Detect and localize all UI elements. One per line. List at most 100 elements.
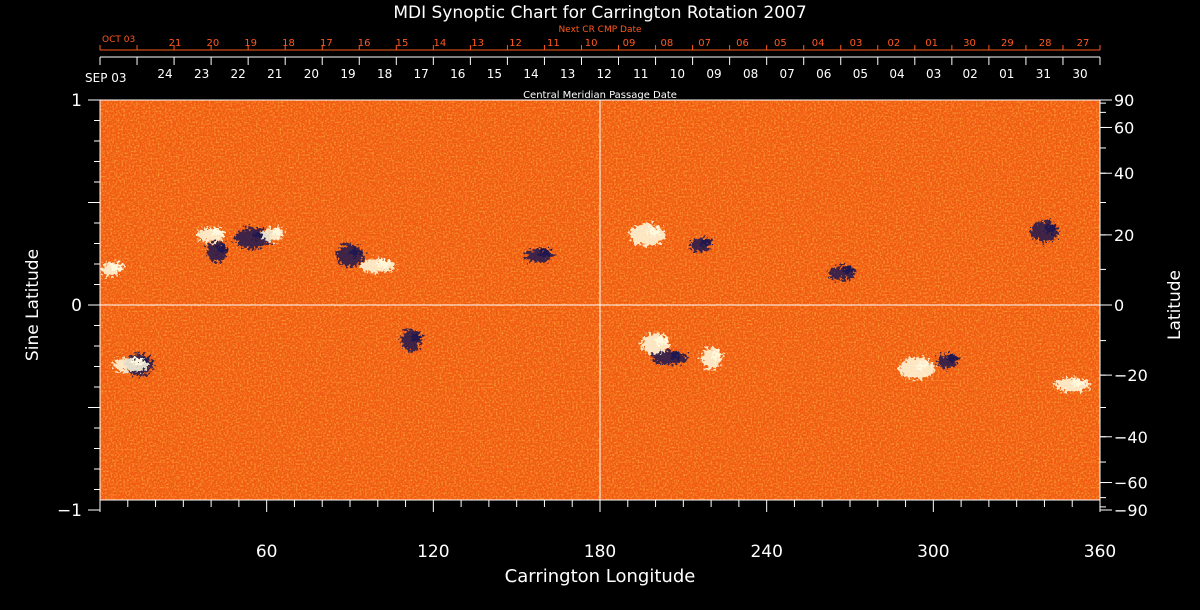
next-cr-date: 01 <box>925 38 938 49</box>
top-axis-date: 22 <box>231 67 246 81</box>
next-cr-date: 17 <box>320 38 333 49</box>
next-cr-date: 29 <box>1001 38 1014 49</box>
y-tick-label-right: −40 <box>1114 428 1148 447</box>
top-axis-date: 08 <box>743 67 758 81</box>
active-region-negative <box>206 240 229 263</box>
next-cr-date: 08 <box>660 38 673 49</box>
top-axis-date: 11 <box>633 67 648 81</box>
active-region-negative <box>1030 220 1059 243</box>
plot-area <box>99 99 1101 501</box>
x-tick-label: 240 <box>750 542 782 562</box>
next-cr-date: 21 <box>169 38 182 49</box>
next-cr-date: 20 <box>206 38 219 49</box>
next-cr-label: Next CR CMP Date <box>558 25 642 35</box>
active-region-negative <box>651 351 688 366</box>
y-tick-label-left: 1 <box>71 91 82 111</box>
next-cr-date: 09 <box>623 38 636 49</box>
axes: 60 120 180 240 300 36010−1906040200−20−40−60−… <box>57 45 1148 562</box>
next-cr-date: 16 <box>358 38 371 49</box>
top-axis-date: 24 <box>157 67 172 81</box>
y-tick-label-right: 90 <box>1114 91 1134 110</box>
active-region-positive <box>629 223 666 246</box>
next-cr-date: 14 <box>433 38 446 49</box>
active-region-positive <box>112 357 149 372</box>
top-axis-date: 20 <box>304 67 319 81</box>
next-cr-date: 10 <box>585 38 598 49</box>
next-cr-date: 13 <box>471 38 484 49</box>
top-axis-date: 14 <box>523 67 538 81</box>
y-tick-label-right: 20 <box>1114 226 1134 245</box>
active-region-negative <box>234 227 271 250</box>
active-region-negative <box>827 265 856 280</box>
active-region-positive <box>262 227 285 242</box>
top-axis-date: 13 <box>560 67 575 81</box>
active-regions <box>101 220 1091 393</box>
y-tick-label-right: 60 <box>1114 118 1134 137</box>
x-tick-label: 60 <box>256 542 278 562</box>
top-axis-date: 16 <box>450 67 465 81</box>
x-tick-label: 120 <box>417 542 449 562</box>
x-tick-label: 300 <box>917 542 949 562</box>
y-axis-label-left: Sine Latitude <box>23 249 43 361</box>
active-region-positive <box>898 357 935 380</box>
next-cr-date: 30 <box>963 38 976 49</box>
next-cr-date: 19 <box>244 38 257 49</box>
next-cr-date: 03 <box>850 38 863 49</box>
x-tick-label: 180 <box>584 542 616 562</box>
top-axis-dates: 24 23 22 21 20 19 18 17 16 15 14 13 12 11 10 09 08 07 06 05… <box>157 67 1087 81</box>
y-tick-label-right: −60 <box>1114 474 1148 493</box>
next-cr-date: 11 <box>547 38 560 49</box>
next-cr-date: 18 <box>282 38 295 49</box>
top-axis-date: 18 <box>377 67 392 81</box>
active-region-positive <box>701 347 724 370</box>
next-cr-date: 04 <box>812 38 825 49</box>
active-region-negative <box>937 354 960 369</box>
top-axis-date: 01 <box>999 67 1014 81</box>
y-tick-label-right: −90 <box>1114 501 1148 520</box>
x-tick-label: 360 <box>1084 542 1116 562</box>
top-axis-date: 17 <box>414 67 429 81</box>
top-axis-date: 04 <box>889 67 904 81</box>
next-cr-date: 02 <box>887 38 900 49</box>
y-axis-label-right: Latitude <box>1165 270 1185 340</box>
top-axis-date: 07 <box>780 67 795 81</box>
top-axis-date: 03 <box>926 67 941 81</box>
y-tick-label-left: −1 <box>57 501 82 521</box>
top-axis-start: SEP 03 <box>85 71 127 85</box>
top-axis-date: 21 <box>267 67 282 81</box>
top-axis-date: 02 <box>963 67 978 81</box>
next-cr-date: 28 <box>1039 38 1052 49</box>
next-cr-date: 15 <box>396 38 409 49</box>
top-axis-date: 19 <box>340 67 355 81</box>
top-axis-date: 09 <box>706 67 721 81</box>
x-axis-label: Carrington Longitude <box>505 566 696 587</box>
next-cr-dates: 21 20 19 18 17 16 15 14 13 12 11 10 09 08 07 06 05 04 03 02… <box>169 38 1090 49</box>
next-cr-start: OCT 03 <box>102 35 135 45</box>
next-cr-date: 06 <box>736 38 749 49</box>
y-tick-label-left: 0 <box>71 296 82 316</box>
top-axis-date: 10 <box>670 67 685 81</box>
active-region-positive <box>641 333 670 356</box>
active-region-negative <box>690 238 712 253</box>
active-region-positive <box>197 227 226 242</box>
top-axis-label: Central Meridian Passage Date <box>523 90 677 101</box>
next-cr-date: 12 <box>509 38 522 49</box>
top-axis-date: 15 <box>487 67 502 81</box>
chart-title: MDI Synoptic Chart for Carrington Rotati… <box>393 3 806 23</box>
top-axis-date: 06 <box>816 67 831 81</box>
active-region-positive <box>101 262 124 277</box>
active-region-negative <box>336 244 364 267</box>
next-cr-date: 07 <box>698 38 711 49</box>
top-axis-date: 12 <box>597 67 612 81</box>
next-cr-date: 05 <box>774 38 787 49</box>
top-axis-date: 31 <box>1036 67 1051 81</box>
active-region-positive <box>359 258 396 273</box>
active-region-negative <box>524 248 553 263</box>
active-region-positive <box>1054 378 1091 393</box>
top-axis-date: 23 <box>194 67 209 81</box>
top-axis-date: 05 <box>853 67 868 81</box>
next-cr-date: 27 <box>1077 38 1090 49</box>
y-tick-label-right: −20 <box>1114 366 1148 385</box>
y-tick-label-right: 0 <box>1114 296 1124 315</box>
